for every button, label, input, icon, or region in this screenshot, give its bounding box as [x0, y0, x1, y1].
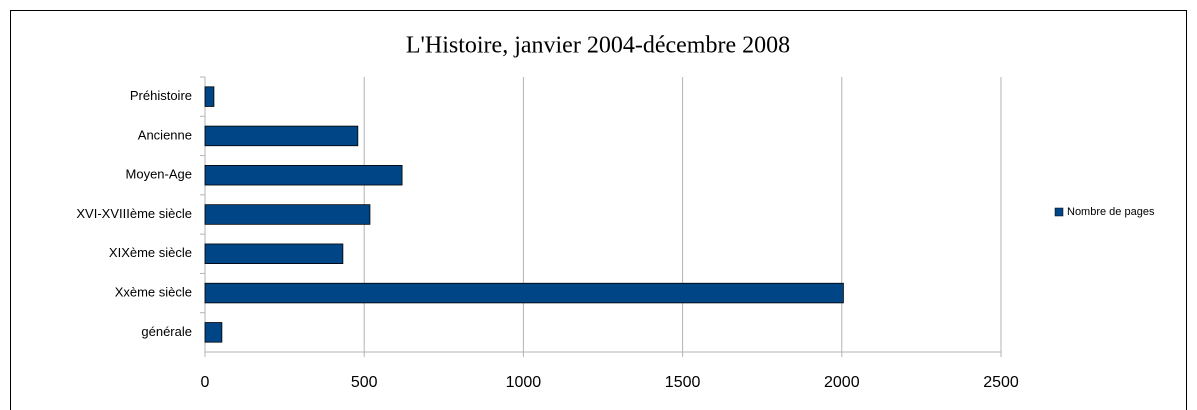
y-tick-label: Préhistoire	[130, 88, 192, 103]
bar	[204, 282, 844, 304]
x-tick-label: 1000	[506, 374, 542, 391]
x-tick-label: 2000	[824, 374, 860, 391]
bar	[204, 243, 344, 265]
y-tick-label: générale	[141, 324, 192, 339]
x-tick-label: 500	[351, 374, 378, 391]
bar	[204, 125, 359, 147]
bar	[204, 86, 215, 107]
x-tick-label: 0	[201, 374, 210, 391]
chart-title: L'Histoire, janvier 2004-décembre 2008	[406, 33, 790, 59]
legend-swatch	[1054, 207, 1064, 217]
y-tick-label: XIXème siècle	[109, 245, 192, 260]
bar	[204, 204, 371, 225]
y-tick-label: Moyen-Age	[126, 167, 192, 182]
y-tick-label: XVI-XVIIIème siècle	[76, 206, 192, 221]
legend-label: Nombre de pages	[1067, 206, 1155, 218]
y-tick-label: Ancienne	[138, 127, 192, 142]
chart-border	[10, 10, 1187, 410]
x-tick-label: 2500	[983, 374, 1019, 391]
bar	[204, 164, 403, 186]
y-tick-label: Xxème siècle	[115, 285, 192, 300]
x-tick-label: 1500	[665, 374, 701, 391]
bar	[204, 322, 223, 343]
